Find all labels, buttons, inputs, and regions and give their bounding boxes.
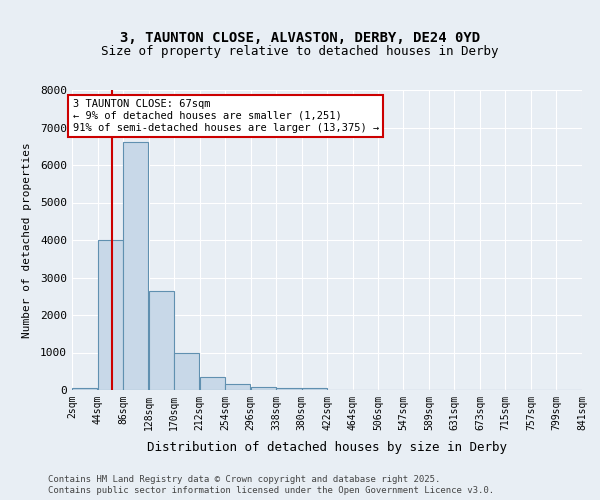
X-axis label: Distribution of detached houses by size in Derby: Distribution of detached houses by size … [147,441,507,454]
Bar [251,387,276,390]
Bar [149,290,174,390]
Bar [98,240,123,390]
Bar [124,142,148,390]
Text: Size of property relative to detached houses in Derby: Size of property relative to detached ho… [101,45,499,58]
Bar [302,388,327,390]
Text: Contains HM Land Registry data © Crown copyright and database right 2025.: Contains HM Land Registry data © Crown c… [48,475,440,484]
Bar [72,388,97,390]
Bar [277,388,302,390]
Y-axis label: Number of detached properties: Number of detached properties [22,142,32,338]
Text: Contains public sector information licensed under the Open Government Licence v3: Contains public sector information licen… [48,486,494,495]
Bar [200,377,225,390]
Text: 3 TAUNTON CLOSE: 67sqm
← 9% of detached houses are smaller (1,251)
91% of semi-d: 3 TAUNTON CLOSE: 67sqm ← 9% of detached … [73,100,379,132]
Bar [226,384,250,390]
Bar [175,352,199,390]
Text: 3, TAUNTON CLOSE, ALVASTON, DERBY, DE24 0YD: 3, TAUNTON CLOSE, ALVASTON, DERBY, DE24 … [120,31,480,45]
